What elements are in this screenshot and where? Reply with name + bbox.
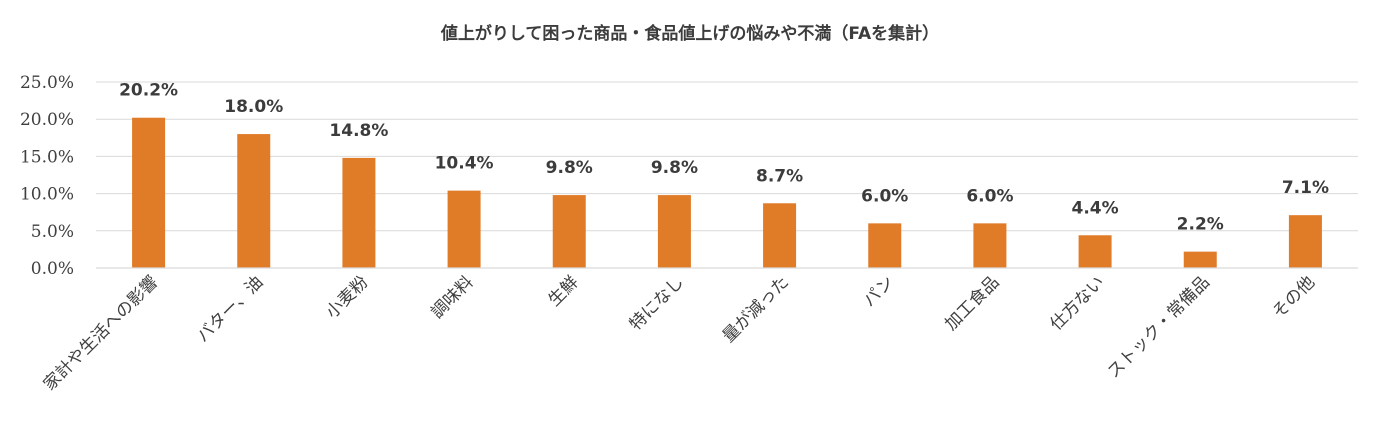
bar: [868, 223, 902, 268]
bars: [132, 117, 1322, 268]
x-tick-label: ストック・常備品: [1104, 272, 1214, 382]
x-tick-label: パン: [859, 272, 898, 311]
y-tick-label: 25.0%: [20, 73, 74, 93]
bar: [1078, 235, 1112, 268]
x-axis: 家計や生活への影響 バター、油 小麦粉 調味料 生鮮 特になし 量が減った パン 加工食品 仕方な…: [40, 267, 1358, 395]
bar: [1183, 251, 1217, 268]
gridlines: [96, 81, 1358, 269]
data-label: 10.4%: [435, 154, 494, 174]
y-tick-label: 10.0%: [20, 185, 74, 205]
data-label: 4.4%: [1072, 198, 1119, 218]
x-tick-label: 加工食品: [941, 272, 1003, 334]
x-tick-label: 調味料: [427, 272, 477, 322]
x-tick-label: 特になし: [626, 272, 688, 334]
y-tick-label: 5.0%: [31, 222, 74, 242]
data-label: 7.1%: [1282, 178, 1329, 198]
x-tick-label: 家計や生活への影響: [40, 272, 162, 394]
x-tick-label: 仕方ない: [1046, 272, 1108, 334]
y-tick-label: 20.0%: [20, 110, 74, 130]
x-tick-label: 小麦粉: [322, 272, 372, 322]
data-label: 9.8%: [546, 158, 593, 178]
data-label: 20.2%: [119, 81, 178, 101]
bar: [342, 157, 376, 268]
y-tick-label: 0.0%: [31, 259, 74, 279]
bar: [237, 134, 271, 268]
bar: [447, 190, 481, 268]
data-label: 14.8%: [329, 121, 388, 141]
bar: [657, 195, 691, 268]
x-tick-label: その他: [1269, 272, 1319, 322]
data-label: 2.2%: [1177, 215, 1224, 235]
x-tick-label: バター、油: [193, 272, 267, 346]
data-label: 8.7%: [756, 166, 803, 186]
bar: [132, 117, 166, 268]
chart-title: 値上がりして困った商品・食品値上げの悩みや不満（FAを集計）: [440, 23, 939, 44]
x-tick-label: 量が減った: [719, 272, 793, 346]
data-label: 6.0%: [966, 186, 1013, 206]
bar: [763, 203, 797, 268]
y-tick-label: 15.0%: [20, 147, 74, 167]
bar: [1288, 215, 1322, 268]
y-axis: 0.0% 5.0% 10.0% 15.0% 20.0% 25.0%: [20, 73, 74, 279]
x-tick-label: 生鮮: [545, 272, 583, 310]
data-label: 6.0%: [861, 186, 908, 206]
bar: [973, 223, 1007, 268]
data-labels: 20.2% 18.0% 14.8% 10.4% 9.8% 9.8% 8.7% 6.0% 6.0%…: [119, 81, 1329, 235]
bar: [552, 195, 586, 268]
data-label: 9.8%: [651, 158, 698, 178]
data-label: 18.0%: [224, 97, 283, 117]
